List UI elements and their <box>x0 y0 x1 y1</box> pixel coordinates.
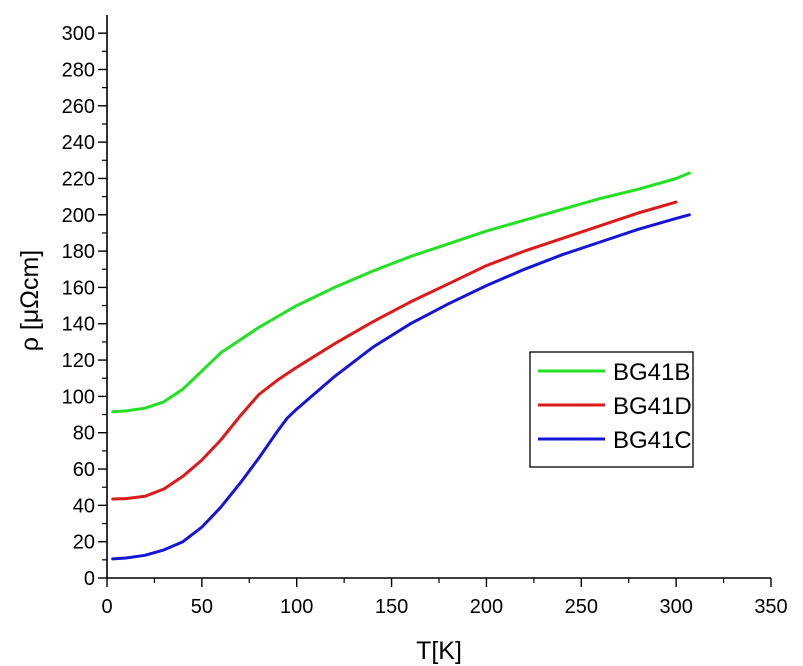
y-tick-label: 300 <box>62 23 95 45</box>
series-line-bg41c <box>111 213 691 561</box>
y-tick-label: 120 <box>62 350 95 372</box>
legend: BG41B BG41D BG41C <box>529 351 694 468</box>
x-tick-label: 50 <box>191 596 213 618</box>
plot-area <box>111 171 691 561</box>
legend-label-bg41c: BG41C <box>613 427 692 454</box>
y-tick-label: 240 <box>62 132 95 154</box>
y-tick-label: 220 <box>62 168 95 190</box>
y-tick-label: 100 <box>62 386 95 408</box>
y-tick-label: 160 <box>62 277 95 299</box>
x-tick-label: 100 <box>280 596 313 618</box>
y-tick-label: 200 <box>62 205 95 227</box>
axes: 0 50 100 150 200 250 300 350 0 20 40 60 80 100 120 140 1… <box>62 15 788 618</box>
x-tick-label: 300 <box>659 596 692 618</box>
y-tick-label: 0 <box>84 568 95 590</box>
y-tick-label: 40 <box>73 495 95 517</box>
x-tick-label: 350 <box>754 596 787 618</box>
series-line-bg41b <box>111 171 691 414</box>
x-axis-title: T[K] <box>416 637 462 665</box>
y-tick-label: 260 <box>62 96 95 118</box>
y-tick-label: 180 <box>62 241 95 263</box>
x-tick-label: 150 <box>375 596 408 618</box>
x-tick-label: 200 <box>470 596 503 618</box>
y-tick-label: 140 <box>62 314 95 336</box>
y-tick-label: 280 <box>62 59 95 81</box>
y-tick-label: 20 <box>73 532 95 554</box>
y-tick-label: 60 <box>73 459 95 481</box>
legend-label-bg41b: BG41B <box>613 359 690 386</box>
x-tick-label: 250 <box>565 596 598 618</box>
series-line-bg41d <box>111 200 678 501</box>
y-tick-label: 80 <box>73 423 95 445</box>
legend-label-bg41d: BG41D <box>613 393 692 420</box>
y-axis-title: ρ [μΩcm] <box>16 250 44 351</box>
x-tick-label: 0 <box>101 596 112 618</box>
